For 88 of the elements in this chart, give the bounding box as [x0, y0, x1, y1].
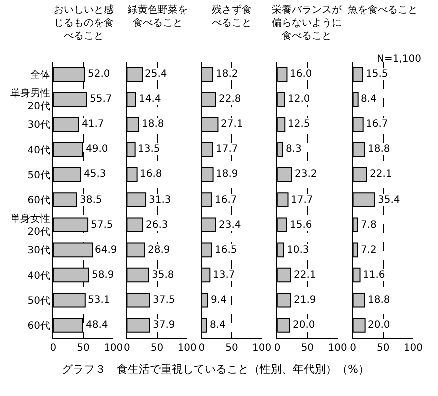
data-label: 37.5 [153, 295, 176, 306]
chart-title: おいしいと感じるものを食べること [54, 4, 114, 42]
y-tick-label: 30代 [28, 120, 50, 132]
data-label: 16.7 [366, 119, 388, 130]
x-tick-label: 100 [404, 343, 423, 354]
data-label: 22.1 [294, 270, 316, 281]
x-tick-label: 100 [104, 343, 124, 354]
chart-title: 栄養バランスが偏らないように食べること [272, 4, 343, 42]
y-tick-label: 単身女性 20代 [10, 213, 50, 238]
data-label: 38.5 [80, 195, 102, 206]
data-label: 7.8 [361, 220, 377, 231]
data-label: 20.0 [368, 320, 390, 331]
data-label: 57.5 [91, 220, 114, 231]
data-label: 16.8 [140, 169, 162, 180]
x-tick-label: 0 [274, 343, 281, 354]
y-tick-label: 全体 [30, 69, 50, 82]
data-label: 45.3 [84, 169, 106, 180]
y-tick-label: 40代 [28, 270, 50, 282]
data-label: 18.2 [216, 69, 238, 80]
data-label: 28.9 [148, 245, 170, 256]
x-tick-label: 50 [377, 343, 390, 354]
data-label: 18.8 [368, 144, 390, 155]
data-label: 8.4 [361, 94, 377, 105]
data-label: 23.2 [295, 169, 318, 180]
data-label: 26.3 [146, 220, 168, 231]
data-label: 10.3 [287, 245, 310, 256]
y-tick-label: 60代 [28, 320, 50, 332]
data-label: 17.7 [216, 144, 238, 155]
data-label: 13.7 [213, 270, 236, 281]
data-label: 16.0 [290, 69, 312, 80]
data-label: 21.9 [294, 295, 316, 306]
data-label: 49.0 [86, 144, 108, 155]
data-label: 23.4 [219, 220, 242, 231]
data-label: 25.4 [145, 69, 168, 80]
y-tick-label: 30代 [28, 246, 50, 257]
data-label: 12.5 [288, 119, 310, 130]
data-label: 22.1 [370, 169, 392, 180]
data-label: 35.8 [152, 270, 174, 281]
data-label: 27.1 [221, 119, 244, 130]
x-tick-label: 100 [328, 343, 348, 354]
x-tick-label: 50 [301, 343, 314, 354]
text: グラフ３ 食生活で重視していること（性別、年代別）（%） [62, 363, 370, 376]
data-label: 55.7 [90, 94, 112, 105]
y-tick-label: 50代 [28, 296, 50, 307]
data-label: 18.9 [216, 169, 238, 180]
y-tick-label: 60代 [28, 196, 50, 206]
data-label: 16.5 [215, 245, 238, 256]
data-label: 48.4 [86, 320, 108, 331]
y-tick-label: 単身男性 20代 [10, 88, 50, 113]
data-label: 58.9 [92, 270, 114, 281]
x-tick-label: 0 [198, 343, 206, 354]
data-label: 64.9 [95, 245, 118, 256]
chart-title: 魚を食べること [348, 4, 418, 16]
x-tick-label: 100 [178, 343, 197, 354]
data-label: 12.0 [288, 94, 310, 105]
data-label: 53.1 [88, 295, 110, 306]
data-label: 7.2 [361, 245, 377, 256]
data-label: 31.3 [149, 195, 172, 206]
x-tick-label: 0 [50, 343, 57, 354]
data-label: 22.8 [219, 94, 242, 105]
data-label: 20.0 [293, 320, 316, 331]
data-label: 18.8 [368, 295, 390, 306]
data-label: 15.5 [366, 69, 388, 80]
x-tick-label: 50 [226, 343, 238, 354]
data-label: 11.6 [363, 270, 386, 281]
x-tick-label: 100 [252, 343, 272, 354]
data-label: 14.4 [139, 94, 162, 105]
data-label: 8.4 [210, 320, 226, 331]
data-label: 8.3 [286, 144, 302, 155]
x-tick-label: 50 [77, 343, 90, 354]
data-label: 52.0 [88, 69, 110, 80]
data-label: 35.4 [378, 195, 400, 206]
data-label: 18.8 [142, 119, 164, 130]
chart-title: 緑黄色野菜を食べること [127, 4, 188, 29]
x-tick-label: 0 [124, 343, 130, 354]
annotation: N=1,100 [377, 54, 422, 65]
x-tick-label: 50 [150, 343, 164, 354]
data-label: 41.7 [82, 119, 104, 130]
data-label: 16.7 [215, 195, 238, 206]
data-label: 15.6 [290, 220, 312, 231]
data-label: 17.7 [291, 195, 314, 206]
data-label: 13.5 [138, 144, 160, 155]
data-label: 9.4 [211, 295, 227, 306]
x-tick-label: 0 [350, 343, 356, 354]
y-tick-label: 40代 [28, 145, 50, 156]
data-label: 37.9 [153, 320, 176, 331]
y-tick-label: 50代 [28, 170, 50, 182]
chart-title: 残さず食べること [212, 4, 252, 29]
